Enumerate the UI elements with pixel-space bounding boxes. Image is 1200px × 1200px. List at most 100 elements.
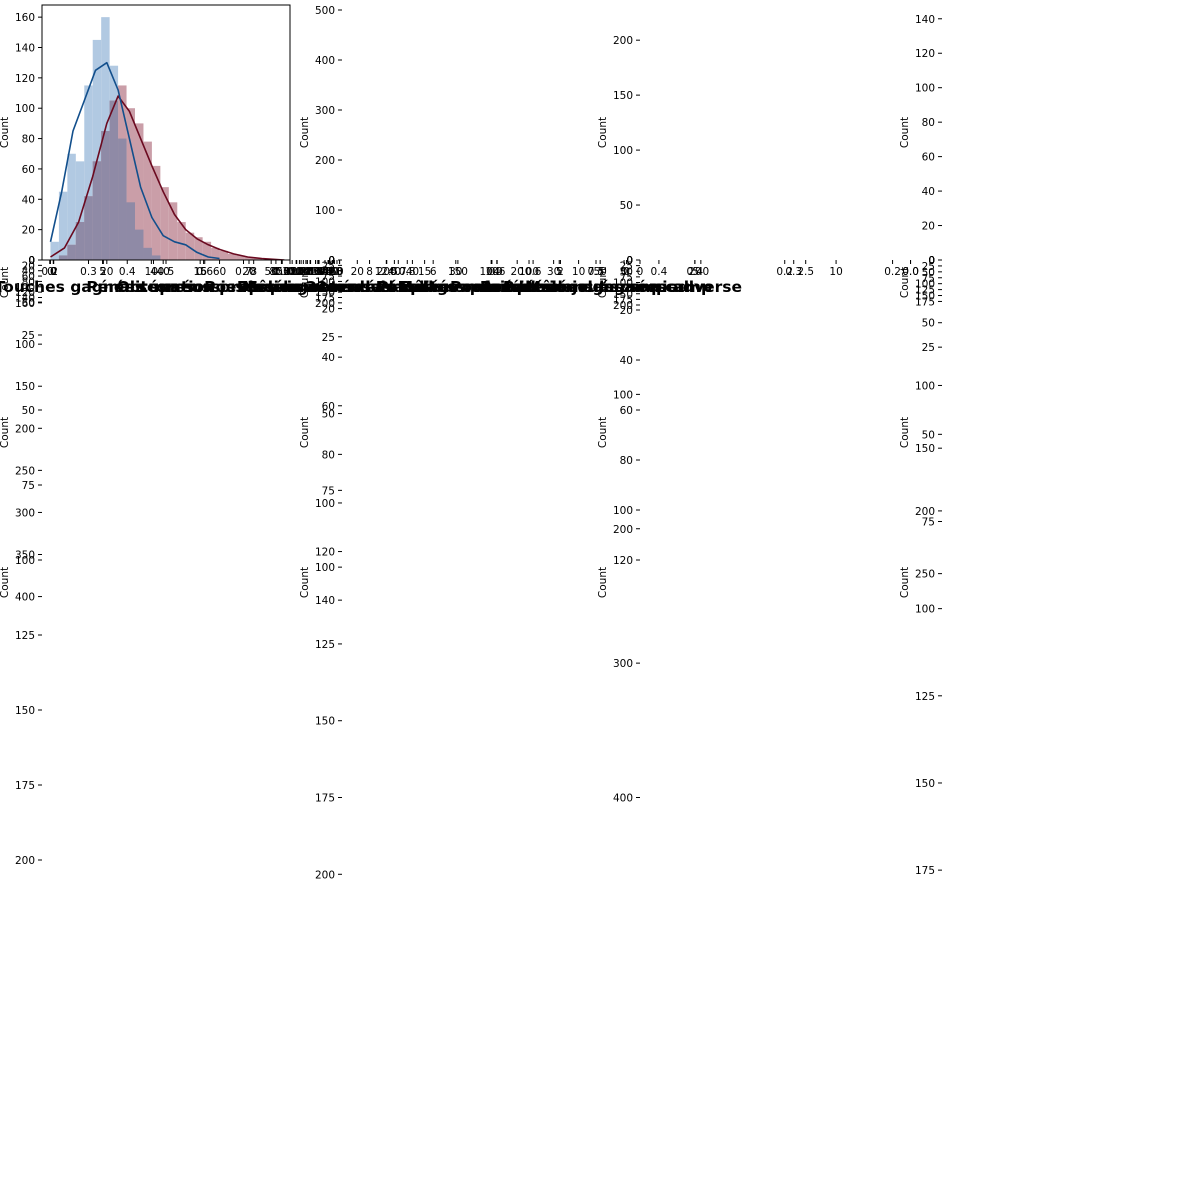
y-tick-label: 150 [15, 381, 35, 393]
plot-area [317, 29, 627, 260]
red-kde-line [54, 260, 279, 566]
blue-histogram-bar [319, 256, 320, 260]
x-tick-label: 40 [388, 266, 401, 278]
x-tick-label: 5 [556, 266, 563, 278]
y-tick-label: 200 [315, 155, 335, 167]
y-tick-label: 100 [613, 505, 633, 517]
x-tick-label: 25 [283, 266, 296, 278]
x-tick-label: 0.5 [588, 266, 605, 278]
y-tick-label: 300 [15, 507, 35, 519]
x-tick-label: 40 [406, 266, 419, 278]
y-tick-label: 100 [15, 555, 35, 567]
y-tick-label: 200 [315, 298, 335, 310]
x-tick-label: 20 [290, 266, 303, 278]
x-axis-label: Ballons joués au pied [503, 278, 689, 296]
x-tick-label: 10 [299, 266, 312, 278]
red-histogram-bar [863, 251, 864, 260]
blue-histogram-bar [75, 161, 85, 260]
red-histogram-bar [659, 105, 660, 260]
blue-histogram-bar [879, 248, 880, 260]
x-tick-label: 10 [485, 266, 498, 278]
y-tick-label: 50 [620, 266, 633, 278]
x-tick-label: 0.3 [326, 266, 343, 278]
blue-kde-line [317, 119, 613, 260]
x-tick-label: 0.6 [196, 266, 213, 278]
blue-kde-line [299, 260, 920, 637]
chart-panel-12: 0.02.55.07.510.012.515.0050100150200250C… [270, 255, 942, 581]
blue-histogram-bar [454, 200, 455, 260]
x-tick-label: 0.7 [235, 266, 252, 278]
red-histogram-bar [478, 68, 479, 260]
red-histogram-bar [532, 134, 533, 260]
y-tick-label: 25 [922, 342, 935, 354]
y-tick-label: 150 [613, 90, 633, 102]
x-tick-label: 0.5 [158, 266, 175, 278]
x-tick-label: 60 [213, 266, 226, 278]
x-tick-label: 0.2 [884, 266, 901, 278]
x-tick-label: 0.3 [80, 266, 97, 278]
x-tick-label: 8 [307, 266, 314, 278]
y-tick-label: 300 [315, 105, 335, 117]
blue-histogram-bar [911, 255, 912, 260]
blue-histogram-bar [58, 191, 68, 260]
red-histogram-bar [344, 239, 345, 260]
y-tick-label: 120 [15, 73, 35, 85]
y-tick-label: 200 [915, 506, 935, 518]
x-tick-label: 0 [637, 266, 644, 278]
blue-histogram-bar [559, 247, 560, 260]
blue-histogram-bar [738, 143, 739, 260]
y-tick-label: 60 [22, 271, 35, 283]
red-histogram-bar [580, 50, 581, 260]
blue-histogram-bar [832, 229, 833, 260]
x-tick-label: 50 [330, 266, 343, 278]
x-tick-label: 2 [329, 266, 336, 278]
x-tick-label: 6 [314, 266, 321, 278]
red-histogram-bar [546, 189, 547, 260]
red-histogram-bar [160, 187, 169, 260]
y-tick-label: 0 [28, 255, 35, 267]
y-tick-label: 25 [620, 261, 633, 273]
y-tick-label: 100 [315, 562, 335, 574]
red-histogram-bar [151, 165, 161, 260]
red-histogram-bar [690, 139, 691, 260]
x-tick-label: 15 [193, 266, 206, 278]
overlap-histogram-bar [109, 100, 119, 260]
red-histogram-bar [505, 46, 506, 260]
blue-histogram-bar [84, 85, 93, 260]
y-tick-label: 100 [915, 380, 935, 392]
blue-histogram-bar [690, 96, 691, 260]
x-axis-label: Touches gagnées sur son propre lancer [0, 278, 338, 296]
x-axis-label: Occupation [117, 278, 216, 296]
y-tick-label: 125 [915, 285, 935, 297]
y-tick-label: 50 [22, 297, 35, 309]
y-tick-label: 175 [613, 294, 633, 306]
y-tick-label: 40 [322, 352, 335, 364]
blue-histogram-bar [769, 182, 770, 260]
y-axis-label: Count [0, 567, 11, 598]
overlap-histogram-bar [67, 244, 76, 260]
blue-histogram-bar [532, 178, 533, 260]
blue-histogram-bar [722, 131, 723, 260]
blue-histogram-bar [398, 216, 399, 260]
red-histogram-bar [228, 253, 237, 260]
x-tick-label: 0.4 [317, 266, 334, 278]
blue-histogram-bar [67, 153, 76, 260]
x-tick-label: 10 [311, 266, 324, 278]
red-histogram-bar [398, 247, 399, 260]
y-tick-label: 0 [328, 255, 335, 267]
x-tick-label: 0 [336, 266, 343, 278]
blue-histogram-bar [505, 95, 506, 260]
y-tick-label: 0 [626, 255, 633, 267]
y-tick-label: 25 [322, 260, 335, 272]
blue-histogram-bar [848, 239, 849, 260]
x-tick-label: 250 [291, 266, 311, 278]
chart-panel-7: 010203040500255075100125150175200CountPl… [326, 255, 644, 312]
x-axis-label: scores [138, 278, 194, 296]
blue-histogram-bar [470, 191, 471, 260]
red-histogram-bar [329, 115, 330, 260]
red-histogram-bar [519, 95, 520, 260]
x-tick-label: 30 [547, 266, 560, 278]
blue-histogram-bar [549, 101, 550, 260]
y-axis-label: Count [597, 567, 609, 598]
y-tick-label: 140 [15, 293, 35, 305]
